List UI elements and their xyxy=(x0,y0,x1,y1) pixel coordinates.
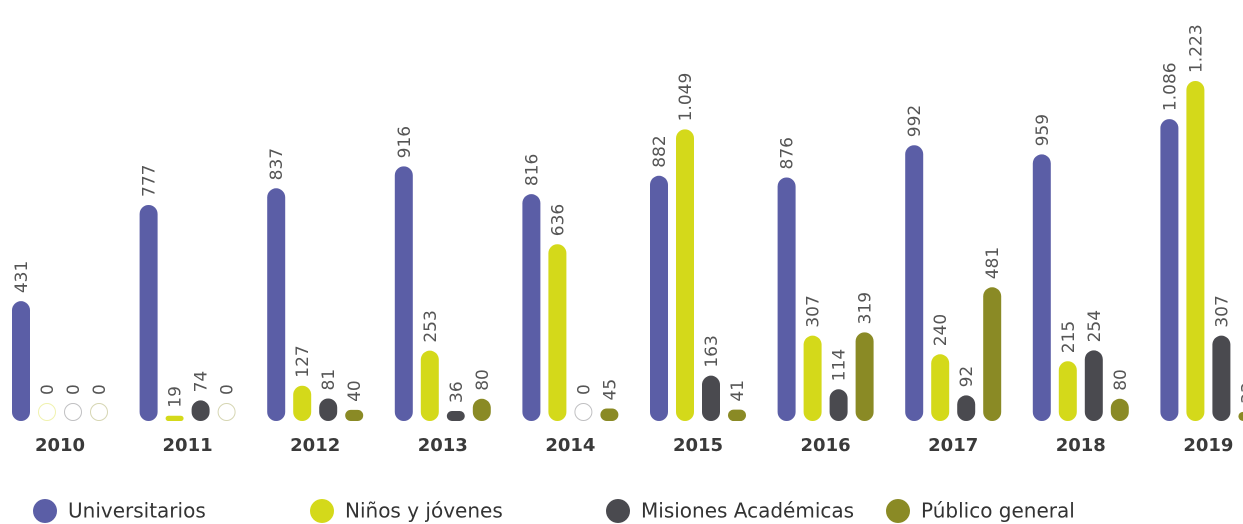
value-label: 215 xyxy=(1059,321,1079,353)
legend-label: Universitarios xyxy=(68,499,206,523)
value-label: 837 xyxy=(267,148,287,180)
bar xyxy=(1032,154,1051,421)
value-label: 307 xyxy=(804,295,824,327)
x-tick-label: 2015 xyxy=(673,435,723,456)
bar xyxy=(1110,398,1129,421)
value-label: 0 xyxy=(218,384,238,395)
bar xyxy=(548,244,567,421)
bar xyxy=(191,400,210,421)
value-label: 254 xyxy=(1085,310,1105,342)
x-tick-label: 2012 xyxy=(290,435,340,456)
value-label: 992 xyxy=(905,105,925,137)
value-label: 80 xyxy=(473,369,493,391)
x-tick-label: 2014 xyxy=(545,435,595,456)
x-tick-label: 2019 xyxy=(1183,435,1233,456)
x-tick-label: 2017 xyxy=(928,435,978,456)
value-label: 959 xyxy=(1033,114,1053,146)
bar xyxy=(931,354,950,421)
bar xyxy=(702,375,720,421)
legend-swatch xyxy=(886,499,910,523)
value-label: 45 xyxy=(600,379,620,401)
bar xyxy=(345,409,364,421)
value-label: 1.086 xyxy=(1160,62,1180,111)
bar xyxy=(472,398,491,421)
value-label: 481 xyxy=(983,247,1003,279)
value-label: 40 xyxy=(345,380,365,402)
value-label: 127 xyxy=(293,345,313,377)
value-label: 0 xyxy=(38,384,58,395)
bar xyxy=(1212,335,1231,421)
value-label: 92 xyxy=(957,366,977,388)
value-label: 163 xyxy=(702,335,722,367)
value-label: 36 xyxy=(447,381,467,403)
value-label: 916 xyxy=(395,126,415,158)
bar xyxy=(650,175,668,421)
bar xyxy=(139,204,158,421)
bar xyxy=(1238,411,1243,421)
bar xyxy=(600,408,619,421)
bar xyxy=(1186,81,1205,421)
x-tick-label: 2016 xyxy=(801,435,851,456)
bar xyxy=(394,166,413,421)
bar xyxy=(446,410,465,421)
bar xyxy=(165,415,184,421)
value-label: 240 xyxy=(931,314,951,346)
x-tick-label: 2011 xyxy=(163,435,213,456)
value-label: 0 xyxy=(64,384,84,395)
bar xyxy=(267,188,286,421)
x-tick-label: 2013 xyxy=(418,435,468,456)
value-label: 74 xyxy=(192,371,212,393)
value-label: 1.223 xyxy=(1186,24,1206,73)
bar xyxy=(855,332,874,421)
legend-label: Misiones Académicas xyxy=(641,499,854,523)
value-label: 876 xyxy=(778,137,798,169)
bar xyxy=(12,301,30,421)
value-label: 81 xyxy=(319,369,339,391)
bar xyxy=(319,398,338,421)
zero-marker xyxy=(64,403,82,421)
bar xyxy=(1084,350,1103,421)
bar xyxy=(728,409,746,421)
x-tick-label: 2018 xyxy=(1056,435,1106,456)
value-label: 777 xyxy=(140,165,160,197)
value-label: 253 xyxy=(421,310,441,342)
bar xyxy=(957,395,976,421)
legend-swatch xyxy=(310,499,334,523)
value-label: 1.049 xyxy=(676,73,696,122)
zero-marker xyxy=(90,403,108,421)
bar xyxy=(829,389,848,421)
x-tick-label: 2010 xyxy=(35,435,85,456)
bar xyxy=(1058,361,1077,421)
value-label: 41 xyxy=(728,380,748,402)
zero-marker xyxy=(574,403,593,421)
legend-label: Niños y jóvenes xyxy=(345,499,503,523)
bar xyxy=(1160,119,1179,421)
value-label: 0 xyxy=(90,384,110,395)
legend-swatch xyxy=(33,499,57,523)
bar xyxy=(905,145,924,422)
value-label: 307 xyxy=(1212,295,1232,327)
value-label: 0 xyxy=(574,384,594,395)
value-label: 431 xyxy=(12,261,32,293)
zero-marker xyxy=(38,403,56,421)
value-label: 816 xyxy=(522,154,542,186)
value-label: 114 xyxy=(830,349,850,381)
value-label: 33 xyxy=(1238,382,1243,404)
value-label: 319 xyxy=(856,292,876,324)
bar xyxy=(983,287,1002,421)
value-label: 19 xyxy=(166,386,186,408)
value-label: 882 xyxy=(650,135,670,167)
value-label: 80 xyxy=(1111,369,1131,391)
bar xyxy=(803,335,822,421)
bar xyxy=(777,177,796,421)
bar xyxy=(676,129,694,421)
bar xyxy=(522,194,541,421)
bar xyxy=(293,385,312,421)
value-label: 636 xyxy=(548,204,568,236)
bar xyxy=(420,350,439,421)
legend-swatch xyxy=(606,499,630,523)
zero-marker xyxy=(217,403,236,421)
legend-label: Público general xyxy=(921,499,1075,523)
